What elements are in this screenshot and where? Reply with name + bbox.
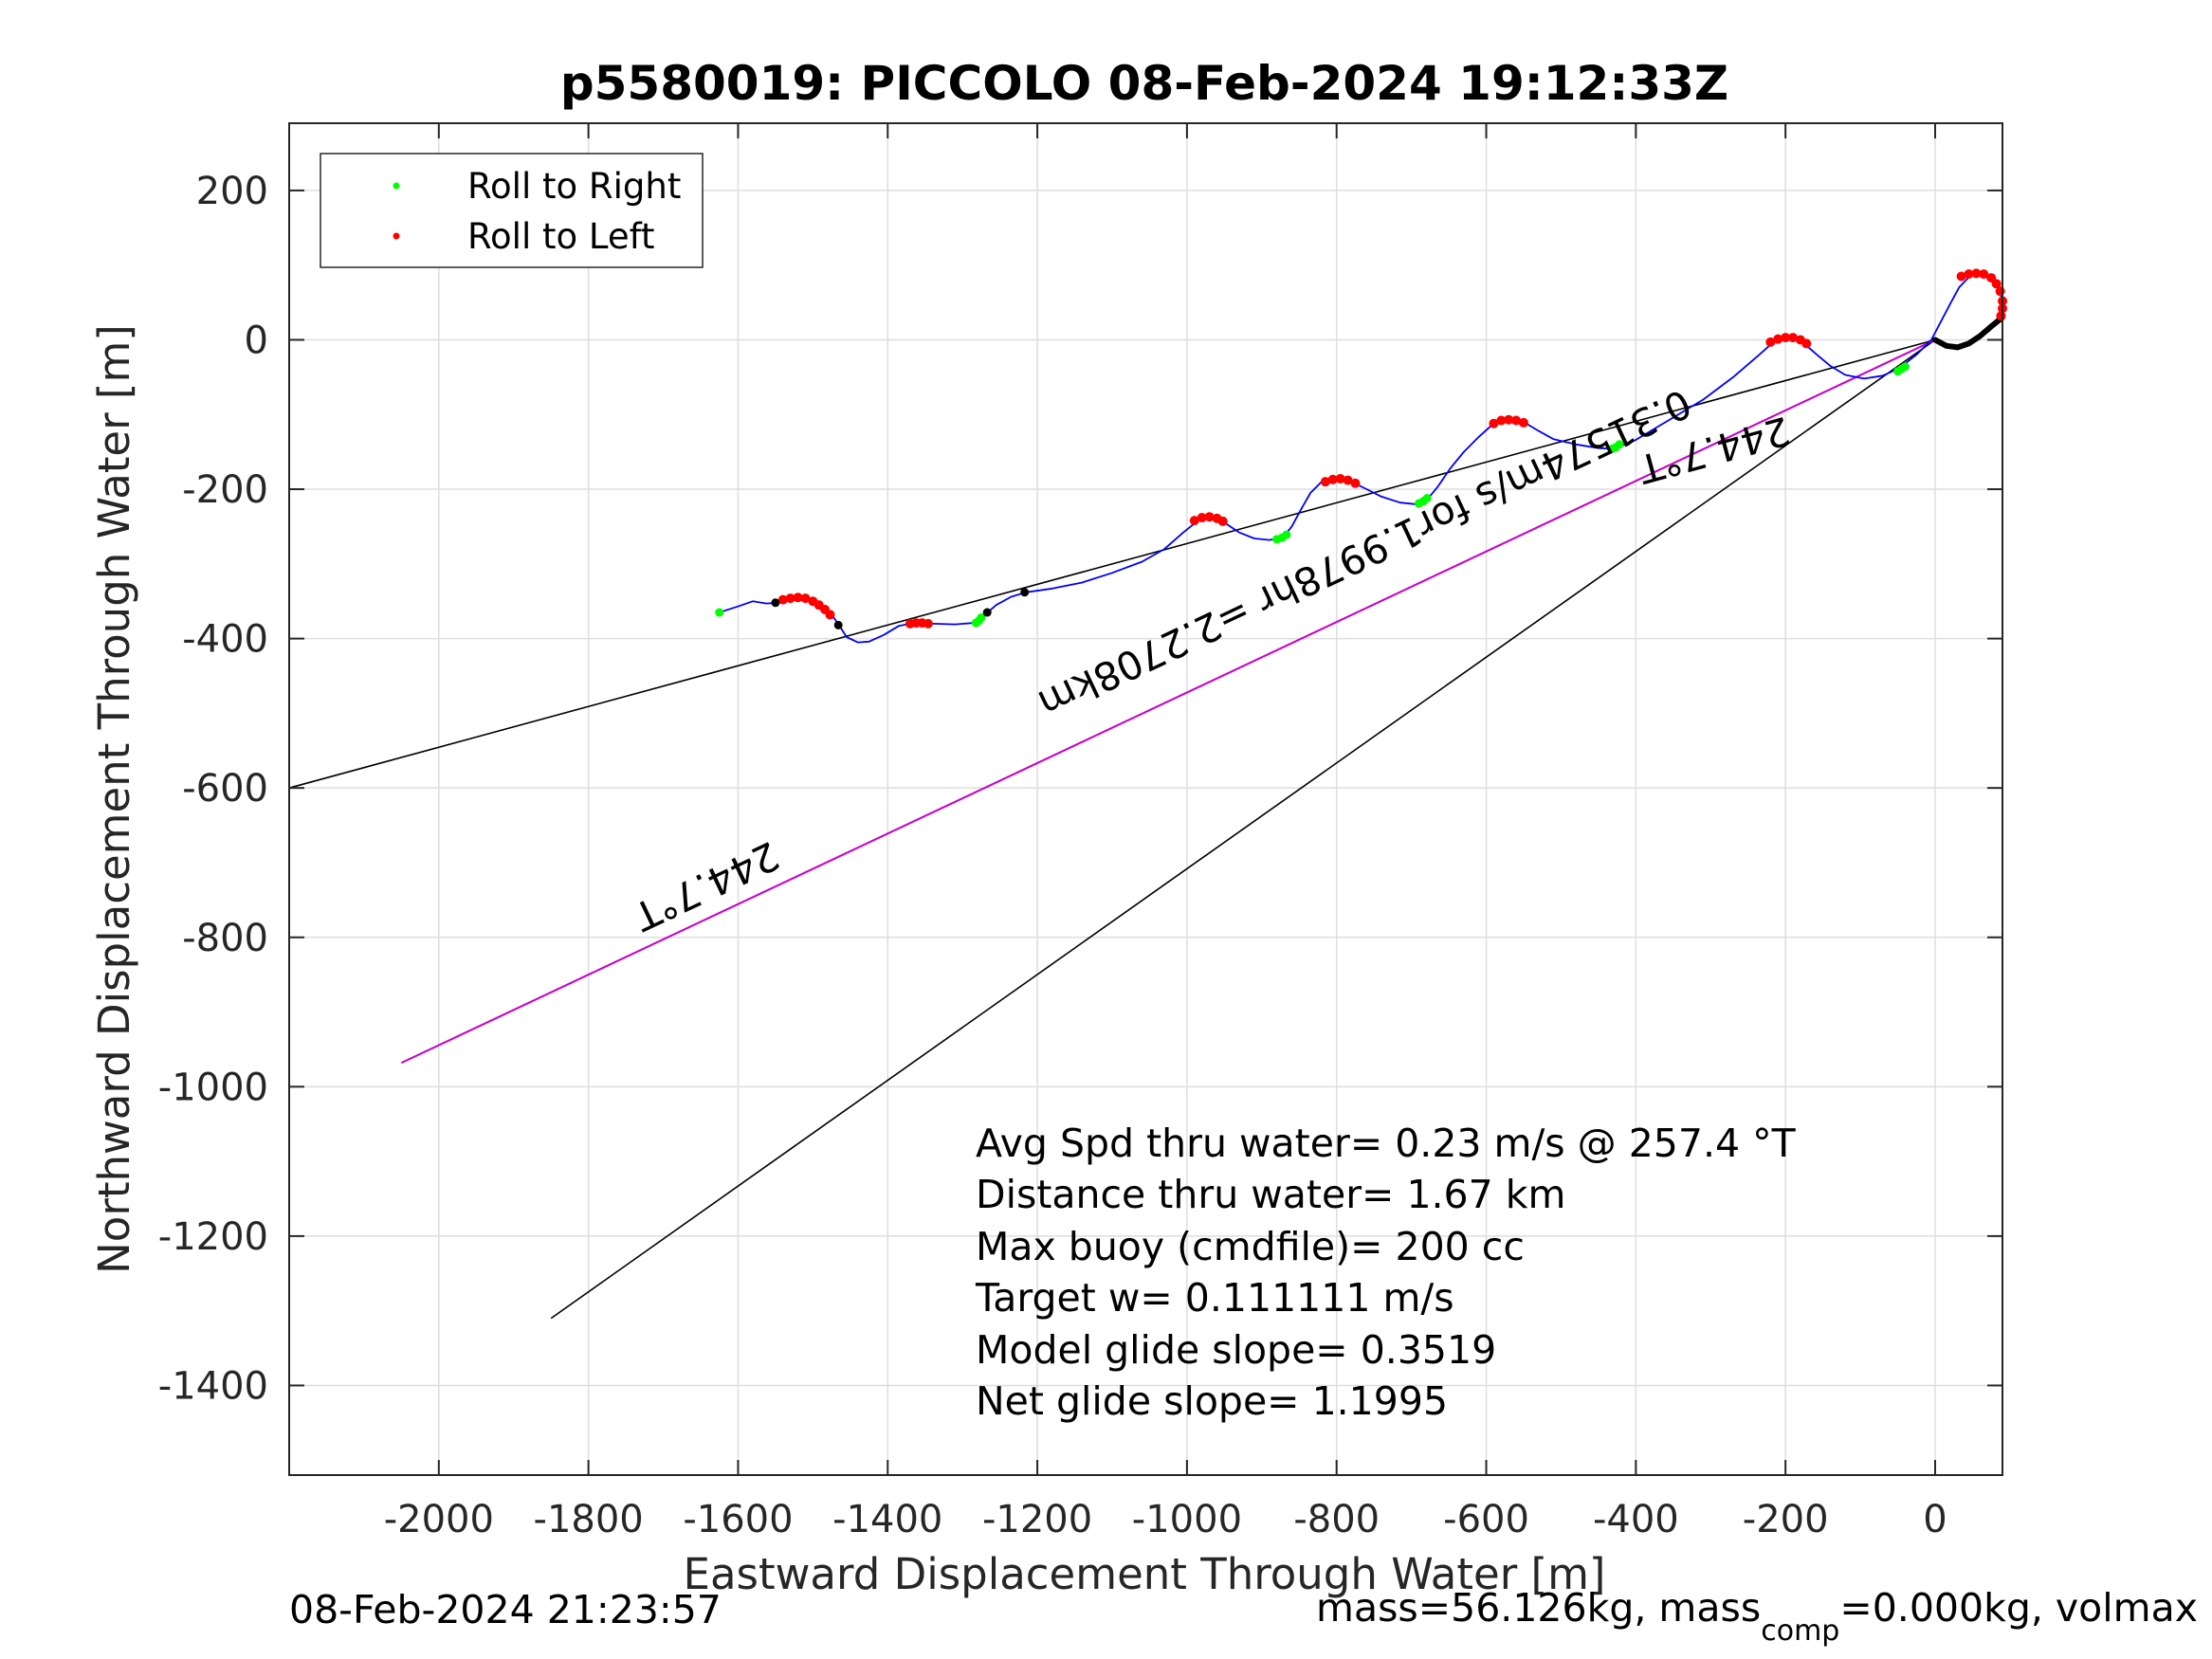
roll-left-point bbox=[1511, 415, 1522, 426]
footer-mass-suffix: =0.000kg, volmax bbox=[1839, 1585, 2198, 1631]
roll-left-point bbox=[793, 592, 803, 603]
roll-right-point bbox=[977, 613, 986, 623]
x-tick-label: -2000 bbox=[384, 1498, 494, 1541]
legend-marker-roll-left bbox=[393, 232, 400, 240]
series-layer bbox=[288, 268, 2007, 1320]
roll-left-point bbox=[1765, 337, 1776, 347]
x-tick-label: -1600 bbox=[683, 1498, 793, 1541]
roll-left-point bbox=[1504, 414, 1514, 425]
roll-right-point bbox=[1615, 440, 1624, 449]
legend-box bbox=[320, 153, 704, 268]
roll-left-point bbox=[1197, 512, 1207, 522]
y-tick-label: -400 bbox=[182, 618, 268, 662]
roll-right-point bbox=[1900, 362, 1910, 372]
reference-line-3 bbox=[550, 338, 1936, 1320]
surface-point bbox=[982, 608, 992, 617]
roll-right-point bbox=[1282, 530, 1291, 539]
y-tick-label: -1200 bbox=[158, 1215, 268, 1259]
roll-left-point bbox=[1964, 269, 1974, 280]
footer-timestamp: 08-Feb-2024 21:23:57 bbox=[289, 1587, 722, 1632]
x-tick-label: -1000 bbox=[1132, 1498, 1242, 1541]
roll-left-point bbox=[1350, 478, 1361, 488]
roll-right-point bbox=[715, 608, 724, 617]
reference-line-1 bbox=[288, 338, 1936, 789]
roll-left-point bbox=[1204, 512, 1215, 522]
roll-left-point bbox=[1327, 474, 1338, 484]
y-tick-label: -800 bbox=[182, 917, 268, 960]
stat-max-buoy: Max buoy (cmdfile)= 200 cc bbox=[976, 1224, 1525, 1269]
roll-left-point bbox=[1971, 268, 1982, 279]
roll-right-point bbox=[1422, 493, 1432, 502]
roll-left-point bbox=[1489, 418, 1499, 428]
plot-area bbox=[289, 123, 2002, 1475]
roll-left-point bbox=[1217, 516, 1228, 526]
stat-distance: Distance thru water= 1.67 km bbox=[976, 1172, 1565, 1217]
x-tick-label: -1800 bbox=[534, 1498, 644, 1541]
legend: Roll to Right Roll to Left bbox=[320, 153, 704, 268]
x-tick-label: 0 bbox=[1923, 1498, 1947, 1541]
y-tick-label: -1400 bbox=[158, 1364, 268, 1408]
roll-left-point bbox=[1320, 477, 1330, 487]
commanded-heading-line bbox=[400, 338, 1936, 1065]
x-tick-label: -400 bbox=[1593, 1498, 1679, 1541]
y-tick-label: -600 bbox=[182, 767, 268, 811]
footer-mass-prefix: mass=56.126kg, mass bbox=[1316, 1585, 1761, 1631]
roll-left-point bbox=[800, 593, 811, 604]
roll-left-point bbox=[1801, 338, 1812, 349]
surface-drift-path bbox=[1932, 314, 2005, 351]
x-tick-label: -1400 bbox=[832, 1498, 942, 1541]
roll-left-point bbox=[923, 618, 933, 629]
x-axis-label: Eastward Displacement Through Water [m] bbox=[684, 1549, 1606, 1599]
roll-left-point bbox=[1991, 279, 2002, 289]
x-tick-label: -200 bbox=[1743, 1498, 1829, 1541]
y-tick-label: 0 bbox=[245, 319, 268, 362]
y-tick-label: -200 bbox=[182, 468, 268, 512]
footer-mass-subscript: comp bbox=[1761, 1614, 1839, 1648]
roll-left-point bbox=[1518, 417, 1528, 428]
x-tick-label: -800 bbox=[1293, 1498, 1380, 1541]
x-tick-label: -600 bbox=[1443, 1498, 1529, 1541]
y-tick-label: 200 bbox=[196, 170, 268, 213]
legend-label-roll-left: Roll to Left bbox=[467, 216, 655, 257]
roll-left-point bbox=[1781, 333, 1791, 343]
roll-left-point bbox=[1995, 286, 2005, 297]
roll-left-point bbox=[1979, 269, 1989, 280]
plot-frame bbox=[288, 122, 2003, 1476]
stats-block: Avg Spd thru water= 0.23 m/s @ 257.4 °T … bbox=[975, 1121, 1797, 1424]
roll-left-point bbox=[777, 594, 788, 605]
stat-model-glide-slope: Model glide slope= 0.3519 bbox=[976, 1327, 1496, 1373]
roll-left-point bbox=[1996, 311, 2006, 321]
footer-mass-info: mass=56.126kg, masscomp=0.000kg, volmax bbox=[1316, 1585, 2198, 1648]
roll-left-point bbox=[1496, 415, 1507, 426]
grid bbox=[289, 123, 2002, 1475]
axis-ticks: -2000 -1800 -1600 -1400 -1200 -1000 -800 -600 -4… bbox=[158, 123, 2002, 1541]
roll-left-point bbox=[1956, 271, 1966, 282]
surface-point bbox=[771, 598, 780, 608]
roll-left-point bbox=[785, 593, 795, 604]
roll-left-point bbox=[1773, 334, 1783, 344]
surface-point bbox=[833, 620, 843, 629]
legend-marker-roll-right bbox=[393, 182, 400, 190]
roll-left-point bbox=[1189, 516, 1199, 526]
roll-left-point bbox=[825, 610, 835, 620]
surface-point bbox=[1020, 588, 1030, 597]
legend-label-roll-right: Roll to Right bbox=[467, 166, 681, 207]
x-tick-label: -1200 bbox=[982, 1498, 1092, 1541]
stat-target-w: Target w= 0.111111 m/s bbox=[975, 1275, 1454, 1321]
y-axis-label: Northward Displacement Through Water [m] bbox=[89, 324, 139, 1274]
stat-avg-speed: Avg Spd thru water= 0.23 m/s @ 257.4 °T bbox=[976, 1121, 1797, 1166]
roll-left-point bbox=[1335, 474, 1345, 484]
roll-left-point bbox=[1788, 333, 1799, 343]
roll-left-point bbox=[1343, 475, 1353, 485]
y-tick-label: -1000 bbox=[158, 1066, 268, 1109]
chart-title: p5580019: PICCOLO 08-Feb-2024 19:12:33Z bbox=[560, 56, 1728, 111]
stat-net-glide-slope: Net glide slope= 1.1995 bbox=[976, 1378, 1448, 1424]
